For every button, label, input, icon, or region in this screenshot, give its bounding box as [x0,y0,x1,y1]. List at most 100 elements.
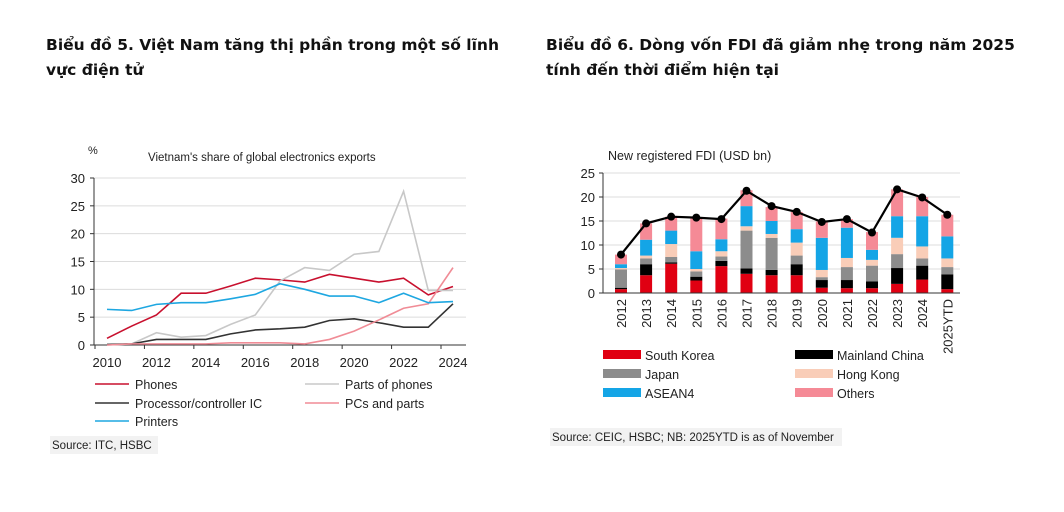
right-chart-heading: Biểu đồ 6. Dòng vốn FDI đã giảm nhẹ tron… [546,36,1015,79]
x-tick-label: 2013 [639,299,654,328]
bar-segment-others [690,218,703,252]
bar-segment-south-korea [715,266,728,293]
y-tick-label: 5 [588,262,595,277]
y-tick-label: 25 [581,166,595,181]
series-line-pcs-and-parts [106,267,454,346]
bar-segment-south-korea [740,273,753,293]
total-marker [893,185,902,194]
bar-segment-japan [640,258,653,265]
x-tick-label: 2016 [241,355,270,370]
bar-segment-hong-kong [790,242,803,256]
bar-segment-japan [615,269,627,288]
legend-label: Parts of phones [345,378,433,392]
x-tick-label: 2018 [290,355,319,370]
bar-segment-japan [715,256,728,261]
legend-label: Hong Kong [837,368,900,382]
bar-segment-others [790,211,803,230]
bar-segment-hong-kong [665,244,678,257]
y-axis-unit: % [88,145,98,157]
bar-segment-japan [790,255,803,265]
x-tick-label: 2012 [614,299,629,328]
x-tick-label: 2020 [815,299,830,328]
x-tick-label: 2017 [740,299,755,328]
bar-segment-asean4 [715,239,728,252]
bar-segment-hong-kong [840,257,853,268]
x-tick-label: 2024 [439,355,468,370]
bar-segment-asean4 [765,221,778,234]
bar-segment-asean4 [916,216,929,247]
bar-segment-mainland-china [840,280,853,289]
legend-label: Mainland China [837,349,924,363]
bar-segment-mainland-china [790,264,803,276]
bar-segment-hong-kong [690,269,703,272]
bar-segment-hong-kong [640,255,653,259]
bar-segment-hong-kong [615,268,627,270]
bar-segment-mainland-china [715,260,728,267]
total-marker [943,210,952,219]
y-tick-label: 15 [581,214,595,229]
y-tick-label: 30 [71,171,85,186]
bar-segment-hong-kong [891,237,904,255]
bar-segment-hong-kong [715,251,728,257]
chart-title: Vietnam's share of global electronics ex… [148,152,376,164]
source-background [550,428,842,446]
y-tick-label: 0 [588,286,595,301]
series-line-processor-controller-ic [106,303,454,346]
legend-label: Phones [135,378,177,392]
bar-segment-japan [866,265,878,282]
bar-segment-south-korea [815,287,828,293]
legend-label: Printers [135,415,178,429]
legend-swatch [603,388,641,397]
bar-segment-mainland-china [615,287,627,290]
bar-segment-south-korea [765,275,778,293]
bar-segment-japan [740,230,753,269]
bar-segment-mainland-china [891,268,904,284]
bar-segment-south-korea [690,280,703,293]
total-marker [642,219,651,228]
bar-segment-others [765,207,778,221]
bar-segment-south-korea [790,275,803,293]
bar-segment-others [840,219,853,228]
x-tick-label: 2024 [915,299,930,328]
legend-swatch [795,369,833,378]
bar-segment-japan [891,254,904,269]
total-marker [868,228,876,237]
bar-segment-hong-kong [765,233,778,238]
y-tick-label: 15 [71,255,85,270]
source-background [50,436,158,454]
bar-segment-asean4 [815,237,828,270]
legend-label: PCs and parts [345,397,424,411]
bar-segment-south-korea [941,289,954,293]
bar-segment-japan [765,237,778,270]
bar-segment-asean4 [941,236,954,259]
bar-segment-mainland-china [916,265,929,280]
bar-segment-south-korea [640,275,653,293]
bar-segment-others [815,221,828,238]
bar-segment-hong-kong [916,246,929,259]
source-note: Source: ITC, HSBC [52,440,152,452]
bar-segment-mainland-china [740,268,753,274]
total-marker [792,207,801,216]
y-tick-label: 10 [581,238,595,253]
y-tick-label: 20 [581,190,595,205]
total-marker [667,212,676,221]
bar-segment-others [941,214,954,237]
bar-segment-south-korea [615,289,627,293]
legend-label: Japan [645,368,679,382]
legend-swatch [603,350,641,359]
bar-segment-asean4 [790,229,803,243]
bar-segment-asean4 [690,251,703,269]
bar-segment-asean4 [866,249,878,260]
bar-segment-mainland-china [690,276,703,281]
bar-segment-japan [665,257,678,263]
x-tick-label: 2014 [664,299,679,328]
bar-segment-south-korea [840,288,853,293]
x-tick-label: 2025YTD [940,299,955,354]
bar-segment-hong-kong [815,269,828,278]
total-marker [918,193,927,202]
total-marker [717,215,726,224]
x-tick-label: 2021 [840,299,855,328]
bar-segment-mainland-china [866,281,878,289]
bar-segment-asean4 [740,206,753,227]
